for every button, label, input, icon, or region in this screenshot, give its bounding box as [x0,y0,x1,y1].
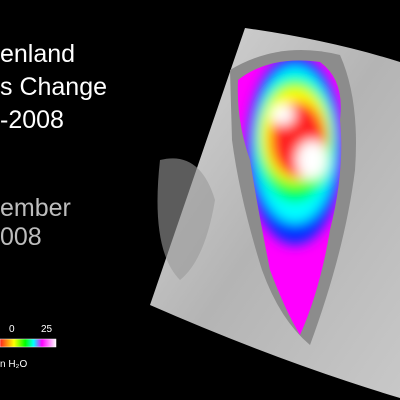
title-line: s Change [0,73,107,101]
colorbar-tick-label: 0 [9,324,15,335]
colorbar-tick-label: 25 [41,324,53,335]
title-line: -2008 [0,106,64,134]
colorbar-unit: n H₂O [0,359,27,370]
title-line: enland [0,40,75,68]
date-line: 008 [0,223,42,251]
colorbar [0,338,57,348]
terrain-shade [157,158,215,280]
date-line: ember [0,194,71,222]
